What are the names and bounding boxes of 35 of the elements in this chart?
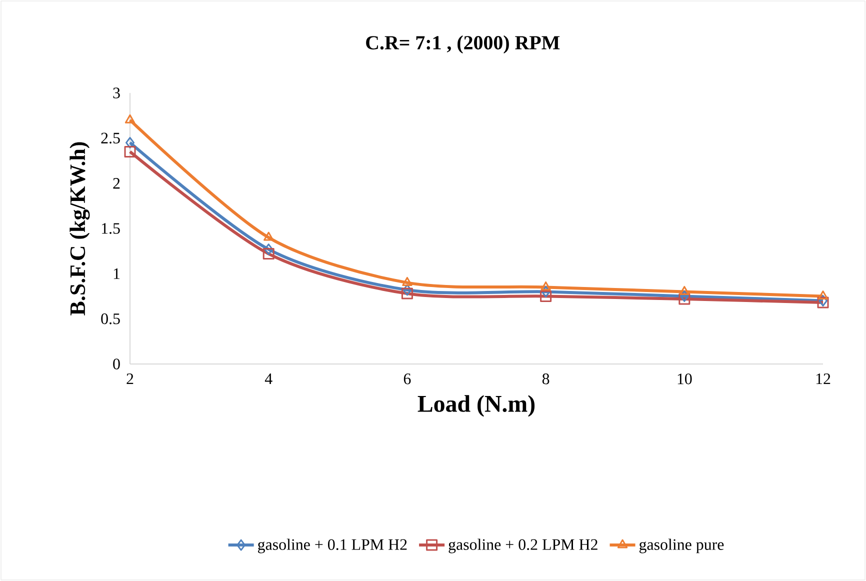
point (402, 284, 412, 296)
y-tick-label: 2.5 (101, 132, 120, 144)
legend-label: gasoline + 0.2 LPM H2 (448, 538, 598, 554)
y-tick-label: 0.5 (101, 313, 120, 324)
legend-label: gasoline + 0.1 LPM H2 (258, 538, 407, 554)
x-tick-label: 4 (264, 374, 272, 384)
point (540, 290, 552, 302)
point (680, 290, 689, 302)
point (818, 290, 828, 300)
x-tick-label: 8 (542, 374, 550, 384)
point (124, 146, 136, 158)
chart-title: C.R= 7:1 , (2000) RPM (366, 35, 560, 54)
x-tick-label: 6 (404, 374, 411, 384)
y-tick-label: 3 (113, 88, 120, 98)
point (264, 232, 274, 241)
y-tick-label: 1.5 (102, 223, 120, 234)
legend-label: gasoline pure (639, 538, 724, 554)
x-axis-title: Load (N.m) (418, 395, 535, 417)
x-tick-label: 12 (816, 374, 830, 384)
point (541, 286, 550, 298)
x-tick-label: 10 (678, 374, 692, 384)
point (540, 281, 551, 290)
point (401, 288, 413, 300)
y-tick-label: 1 (114, 268, 120, 279)
y-tick-label: 0 (113, 358, 120, 370)
y-axis-title: B.S.F.C (kg/KW.h) (70, 142, 90, 316)
point (678, 293, 690, 305)
point (402, 276, 412, 286)
y-tick-label: 2 (113, 178, 120, 189)
x-tick-label: 2 (126, 374, 134, 384)
point (679, 286, 690, 295)
point (262, 248, 274, 260)
point (124, 114, 136, 124)
point (126, 136, 135, 148)
point (264, 244, 274, 256)
